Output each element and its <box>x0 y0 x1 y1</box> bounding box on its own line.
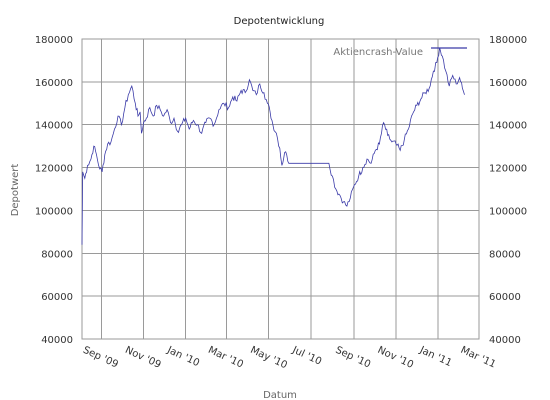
x-tick-label: Mar '11 <box>459 345 498 371</box>
y-tick-label-left: 100000 <box>35 206 73 217</box>
x-axis: Sep '09 Nov '09 Jan '10 Mar '10 May '10 Jul '… <box>81 344 497 371</box>
y-tick-label-left: 140000 <box>35 121 73 132</box>
legend: Aktiencrash-Value <box>333 47 467 58</box>
x-axis-title: Datum <box>263 390 297 400</box>
x-tick-label: Mar '10 <box>206 345 245 371</box>
x-tick-label: May '10 <box>248 345 288 372</box>
series-line <box>81 47 465 245</box>
y-tick-label-right: 120000 <box>489 164 527 175</box>
y-tick-label-left: 180000 <box>35 35 73 46</box>
y-tick-label-right: 180000 <box>489 35 527 46</box>
plot-frame <box>81 38 480 340</box>
x-tick-label: Jan '11 <box>417 344 453 369</box>
x-tick-label: Nov '10 <box>376 345 415 371</box>
x-tick-label: Sep '09 <box>81 345 120 371</box>
y-tick-label-right: 160000 <box>489 78 527 89</box>
x-tick-label: Sep '10 <box>334 345 373 371</box>
series-layer <box>81 47 465 245</box>
y-axis-right: 40000 60000 80000 100000 120000 140000 160000 1… <box>489 35 527 346</box>
y-tick-label-right: 100000 <box>489 206 527 217</box>
legend-label: Aktiencrash-Value <box>333 47 423 58</box>
grid <box>82 38 480 340</box>
y-axis-title: Depotwert <box>10 164 21 217</box>
y-tick-label-left: 120000 <box>35 164 73 175</box>
y-tick-label-left: 160000 <box>35 78 73 89</box>
y-tick-label-right: 80000 <box>489 249 521 260</box>
chart-title: Depotentwicklung <box>234 16 325 27</box>
x-tick-label: Nov '09 <box>123 345 162 371</box>
y-axis-left: 40000 60000 80000 100000 120000 140000 160000 1… <box>35 35 73 346</box>
y-tick-label-right: 60000 <box>489 292 521 303</box>
x-tick-label: Jul '10 <box>290 344 323 367</box>
y-tick-label-right: 40000 <box>489 335 521 346</box>
y-tick-label-right: 140000 <box>489 121 527 132</box>
y-tick-label-left: 60000 <box>41 292 73 303</box>
y-tick-label-left: 80000 <box>41 249 73 260</box>
y-tick-label-left: 40000 <box>41 335 73 346</box>
x-tick-label: Jan '10 <box>165 344 201 369</box>
